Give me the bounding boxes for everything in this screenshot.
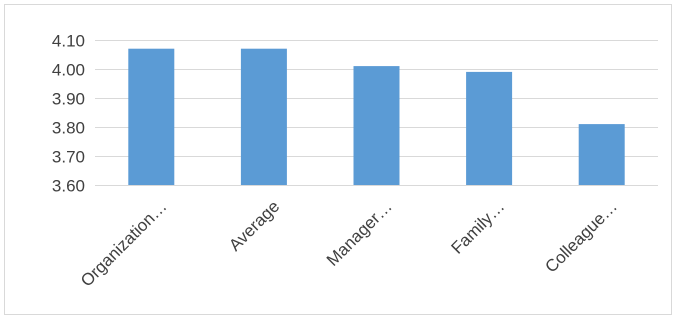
y-tick-label: 4.10 — [52, 32, 85, 51]
y-tick-label: 3.90 — [52, 90, 85, 109]
x-tick-label: Organization… — [77, 197, 171, 291]
bars — [128, 48, 625, 186]
x-tick-labels: Organization… Average Manager… Family… Colle… — [77, 197, 621, 291]
y-tick-label: 3.70 — [52, 148, 85, 167]
bar — [578, 124, 625, 185]
y-tick-label: 4.00 — [52, 61, 85, 80]
y-tick-label: 3.80 — [52, 119, 85, 138]
y-tick-label: 3.60 — [52, 177, 85, 196]
bar — [128, 48, 175, 186]
bar — [353, 66, 400, 185]
x-tick-label: Average — [225, 197, 283, 255]
chart-frame — [4, 4, 672, 315]
bar — [240, 48, 287, 186]
x-tick-label: Colleague… — [541, 197, 621, 277]
y-tick-labels: 3.60 3.70 3.80 3.90 4.00 4.10 — [52, 32, 85, 196]
x-tick-label: Manager… — [323, 197, 396, 270]
x-tick-label: Family… — [448, 197, 509, 258]
bar — [466, 71, 513, 185]
